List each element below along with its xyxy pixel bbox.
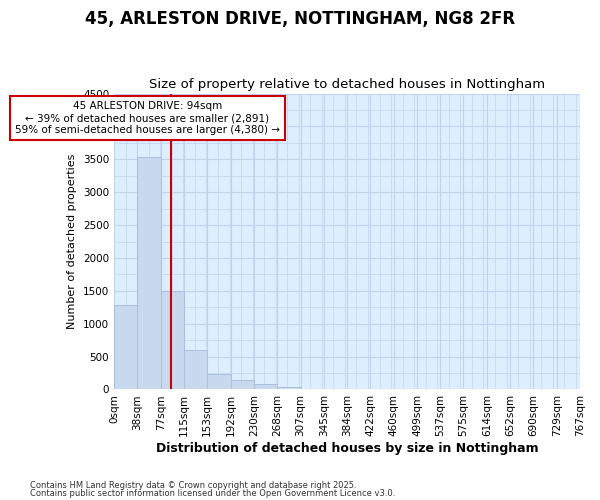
Bar (254, 384, 277, 390)
Bar (114, 304, 137, 390)
Bar (231, 380, 254, 390)
Bar (161, 292, 184, 390)
Bar (184, 350, 207, 390)
Text: Contains public sector information licensed under the Open Government Licence v3: Contains public sector information licen… (30, 488, 395, 498)
Bar (137, 156, 161, 390)
Text: 45, ARLESTON DRIVE, NOTTINGHAM, NG8 2FR: 45, ARLESTON DRIVE, NOTTINGHAM, NG8 2FR (85, 10, 515, 28)
Bar (207, 374, 231, 390)
Y-axis label: Number of detached properties: Number of detached properties (67, 154, 77, 329)
Bar (277, 388, 301, 390)
Text: 45 ARLESTON DRIVE: 94sqm
← 39% of detached houses are smaller (2,891)
59% of sem: 45 ARLESTON DRIVE: 94sqm ← 39% of detach… (15, 102, 280, 134)
Title: Size of property relative to detached houses in Nottingham: Size of property relative to detached ho… (149, 78, 545, 91)
X-axis label: Distribution of detached houses by size in Nottingham: Distribution of detached houses by size … (156, 442, 538, 455)
Text: Contains HM Land Registry data © Crown copyright and database right 2025.: Contains HM Land Registry data © Crown c… (30, 481, 356, 490)
